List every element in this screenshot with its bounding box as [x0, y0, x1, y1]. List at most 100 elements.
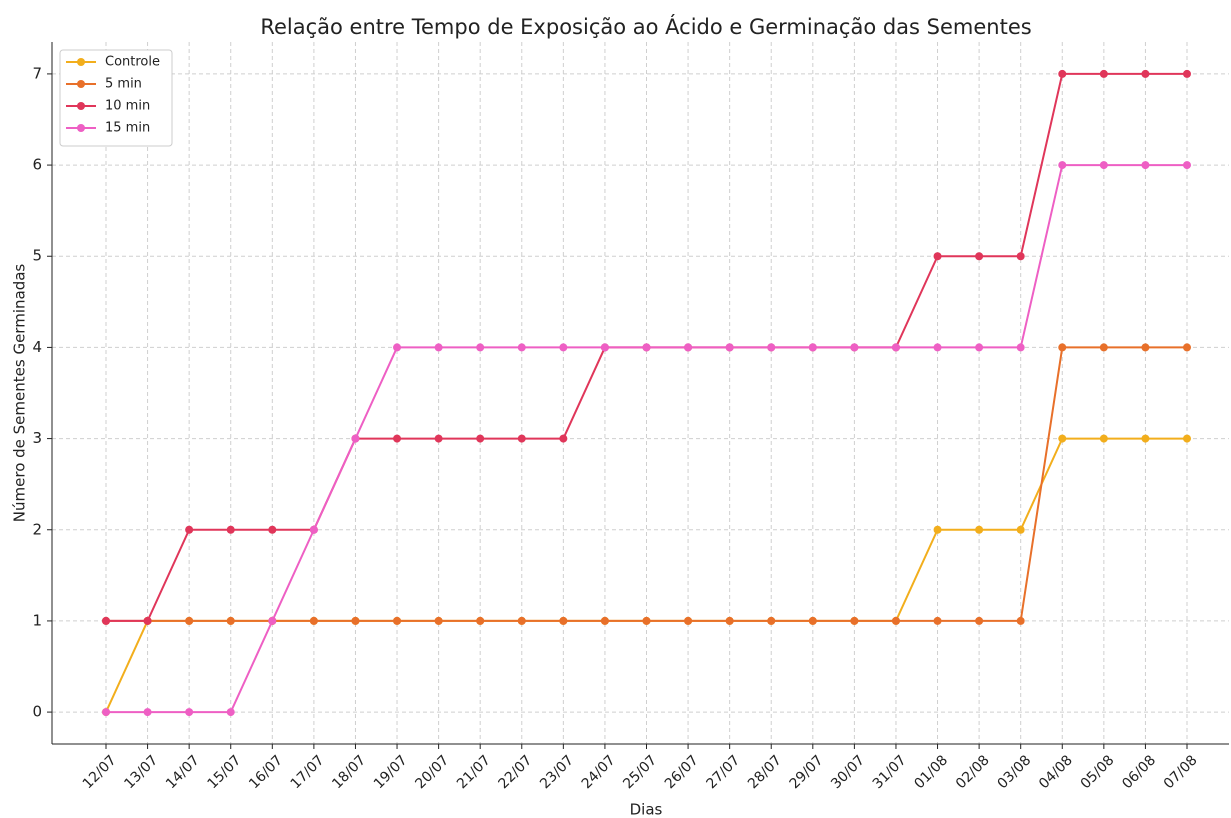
point	[393, 616, 402, 625]
point	[1099, 161, 1108, 170]
point	[351, 434, 360, 443]
legend-marker	[77, 58, 85, 66]
point	[476, 343, 485, 352]
x-tick-label: 31/07	[870, 752, 910, 792]
point	[476, 616, 485, 625]
x-tick-label: 21/07	[454, 752, 494, 792]
x-tick-label: 01/08	[911, 752, 951, 792]
x-tick-label: 28/07	[745, 752, 785, 792]
x-tick-label: 05/08	[1078, 752, 1118, 792]
point	[975, 525, 984, 534]
y-tick-label: 2	[32, 520, 42, 538]
x-tick-label: 29/07	[787, 752, 827, 792]
point	[517, 616, 526, 625]
point	[1183, 434, 1191, 443]
point	[933, 252, 942, 261]
point	[642, 616, 651, 625]
point	[975, 616, 984, 625]
point	[434, 616, 443, 625]
point	[393, 343, 402, 352]
point	[642, 343, 651, 352]
legend-label: 15 min	[105, 121, 150, 136]
point	[1099, 69, 1108, 78]
point	[1058, 161, 1067, 170]
point	[1016, 252, 1025, 261]
y-tick-label: 0	[32, 703, 42, 721]
point	[1141, 69, 1150, 78]
point	[1141, 434, 1150, 443]
point	[1016, 616, 1025, 625]
point	[1183, 69, 1191, 78]
x-tick-label: 06/08	[1119, 752, 1159, 792]
point	[850, 343, 859, 352]
point	[891, 616, 900, 625]
point	[143, 616, 152, 625]
x-tick-label: 27/07	[703, 752, 743, 792]
point	[725, 343, 734, 352]
x-tick-label: 16/07	[246, 752, 286, 792]
point	[684, 343, 693, 352]
point	[476, 434, 485, 443]
point	[1141, 161, 1150, 170]
point	[1016, 343, 1025, 352]
point	[600, 616, 609, 625]
point	[1183, 343, 1191, 352]
legend-marker	[77, 124, 85, 132]
point	[725, 616, 734, 625]
x-tick-label: 15/07	[205, 752, 245, 792]
point	[143, 708, 152, 717]
y-tick-label: 5	[32, 247, 42, 265]
legend-box	[59, 49, 173, 147]
point	[226, 525, 235, 534]
point	[891, 343, 900, 352]
legend-label: 5 min	[105, 77, 142, 92]
x-tick-label: 12/07	[80, 752, 120, 792]
x-tick-label: 13/07	[121, 752, 161, 792]
point	[767, 343, 776, 352]
x-tick-label: 19/07	[371, 752, 411, 792]
point	[434, 343, 443, 352]
legend-marker	[77, 80, 85, 88]
x-tick-label: 02/08	[953, 752, 993, 792]
x-tick-label: 14/07	[163, 752, 203, 792]
y-tick-label: 7	[32, 64, 42, 82]
x-tick-label: 26/07	[662, 752, 702, 792]
x-tick-label: 04/08	[1036, 752, 1076, 792]
point	[393, 434, 402, 443]
y-axis-label: Número de Sementes Germinadas	[11, 264, 29, 523]
point	[559, 343, 568, 352]
y-tick-label: 3	[32, 429, 42, 447]
x-tick-label: 30/07	[828, 752, 868, 792]
point	[351, 616, 360, 625]
x-tick-label: 24/07	[579, 752, 619, 792]
x-tick-label: 03/08	[994, 752, 1034, 792]
point	[933, 616, 942, 625]
chart-title: Relação entre Tempo de Exposição ao Ácid…	[260, 14, 1031, 39]
x-tick-label: 25/07	[620, 752, 660, 792]
point	[1058, 434, 1067, 443]
point	[850, 616, 859, 625]
point	[434, 434, 443, 443]
point	[933, 525, 942, 534]
point	[102, 708, 110, 717]
y-tick-label: 1	[32, 611, 42, 629]
point	[559, 434, 568, 443]
point	[767, 616, 776, 625]
point	[226, 616, 235, 625]
point	[226, 708, 235, 717]
point	[309, 616, 318, 625]
legend-label: 10 min	[105, 99, 150, 114]
x-tick-label: 18/07	[329, 752, 369, 792]
point	[1058, 69, 1067, 78]
point	[185, 616, 194, 625]
point	[975, 252, 984, 261]
point	[933, 343, 942, 352]
point	[309, 525, 318, 534]
y-tick-label: 6	[32, 156, 42, 174]
point	[1141, 343, 1150, 352]
x-tick-label: 23/07	[537, 752, 577, 792]
point	[268, 525, 277, 534]
x-axis-label: Dias	[630, 801, 663, 818]
point	[975, 343, 984, 352]
